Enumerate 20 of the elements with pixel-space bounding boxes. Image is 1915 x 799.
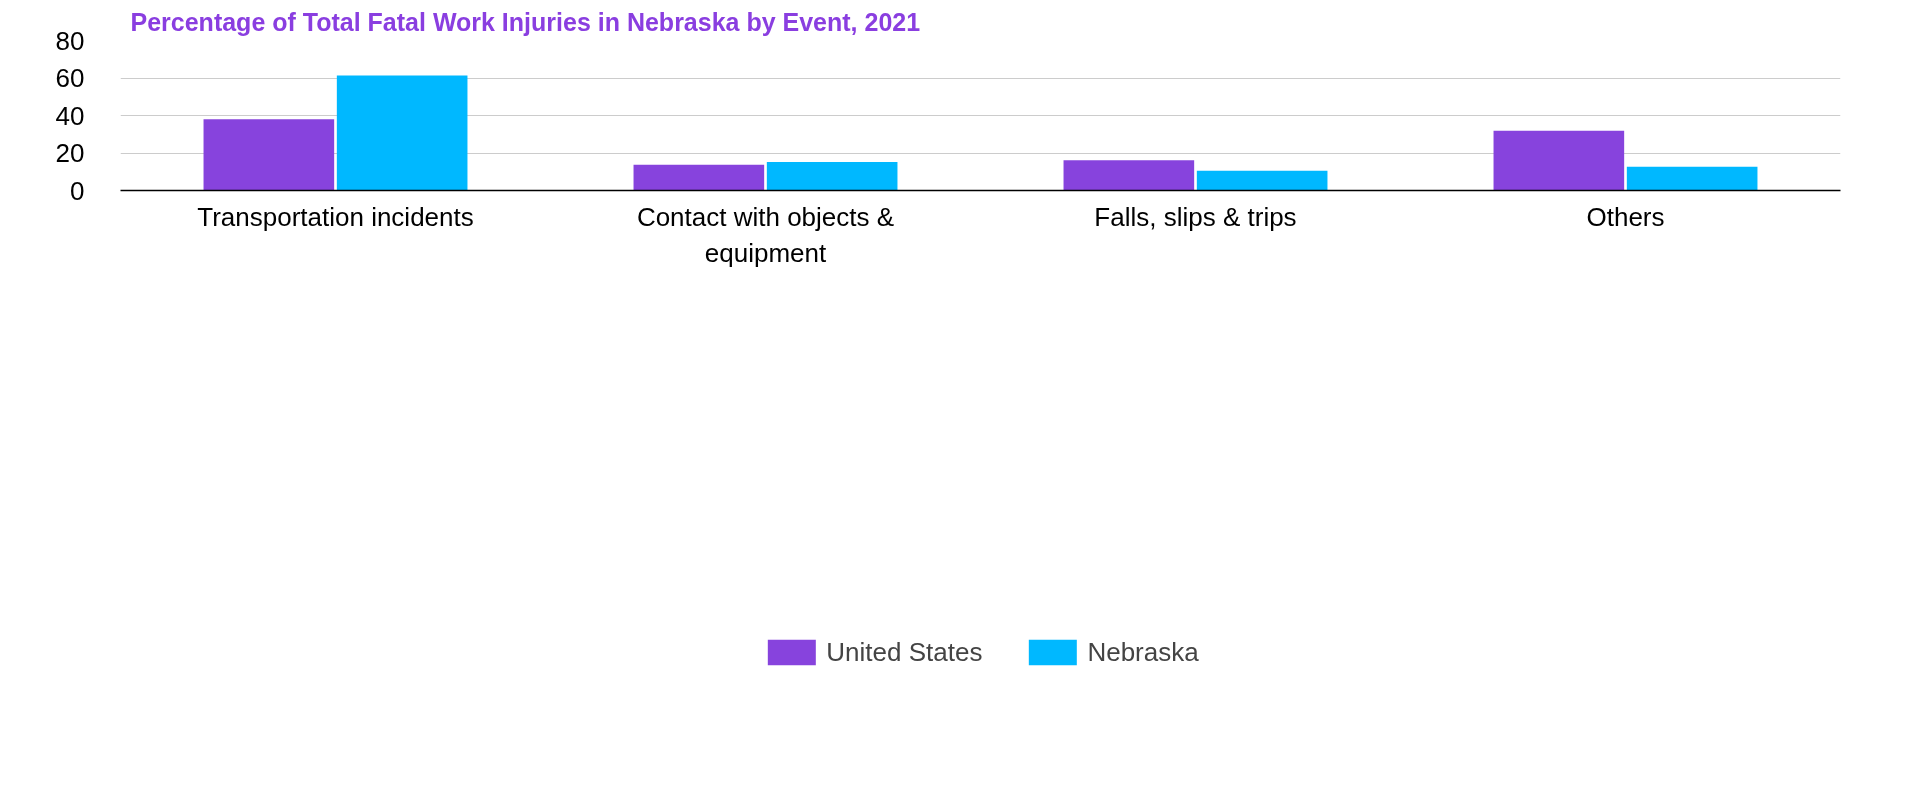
bar [1196, 170, 1328, 191]
x-tick-label: Falls, slips & trips [1094, 201, 1297, 232]
x-tick-label: Transportation incidents [197, 201, 474, 232]
bar [633, 164, 765, 191]
y-tick-label: 0 [70, 175, 85, 206]
bar [1063, 160, 1195, 191]
legend-label: Nebraska [1087, 636, 1199, 668]
bar [1493, 130, 1625, 191]
bar [766, 162, 898, 191]
x-tick-label: Contact with objects & equipment [636, 201, 895, 268]
x-tick-label: Others [1586, 201, 1665, 232]
y-tick-label: 60 [55, 63, 85, 93]
y-tick-label: 40 [55, 100, 85, 131]
y-tick-label: 20 [55, 138, 85, 168]
chart-title: Percentage of Total Fatal Work Injuries in Nebraska by Event, 2021 [130, 7, 921, 36]
bar [336, 75, 468, 191]
bar [1626, 166, 1758, 191]
legend-label: United States [826, 636, 983, 668]
bar [203, 119, 335, 191]
y-tick-label: 80 [55, 25, 85, 56]
